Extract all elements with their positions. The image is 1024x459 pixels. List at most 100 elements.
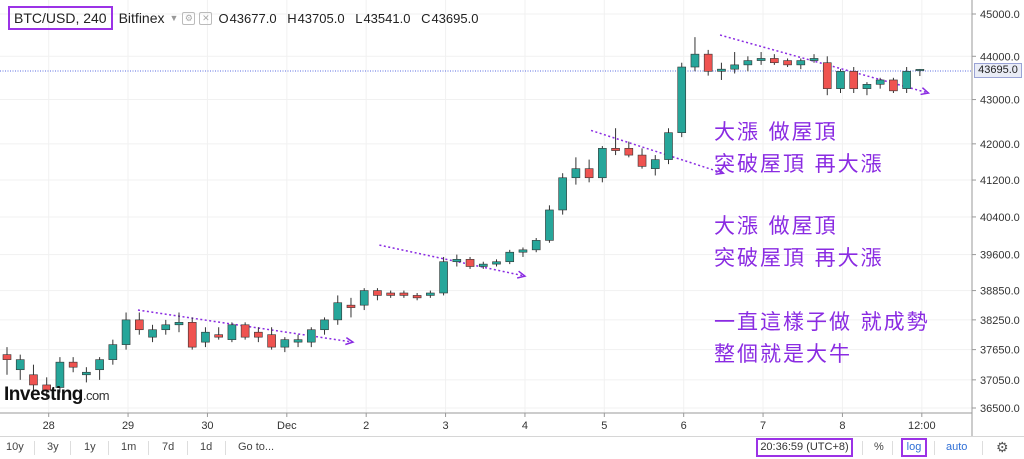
candle — [717, 62, 726, 80]
trendline — [379, 244, 526, 277]
candle — [399, 290, 409, 298]
candle — [82, 367, 91, 383]
candle — [492, 259, 501, 267]
range-7d[interactable]: 7d — [162, 441, 175, 453]
trendline-arrowhead — [345, 337, 355, 346]
close-icon[interactable]: ✕ — [199, 11, 213, 25]
candle — [915, 68, 925, 77]
candle-body-down — [849, 71, 859, 89]
candle-body-up — [320, 319, 329, 331]
log-toggle[interactable]: log — [901, 438, 927, 457]
candle-body-up — [677, 66, 687, 133]
percent-toggle[interactable]: % — [874, 441, 884, 453]
candle-body-down — [584, 168, 594, 179]
candle — [783, 58, 792, 68]
candle-body-down — [267, 334, 276, 348]
current-price-tag: 43695.0 — [974, 63, 1022, 78]
candle — [386, 290, 395, 298]
candle — [611, 128, 620, 156]
price-chart[interactable]: 45000.0 44000.0 43000.0 42000.0 41200.0 40400… — [0, 0, 1024, 436]
goto-button[interactable]: Go to... — [238, 441, 275, 453]
candle — [836, 69, 845, 94]
candle-body-down — [254, 331, 263, 338]
y-tick-label: 44000.0 — [980, 51, 1020, 63]
y-tick-label: 40400.0 — [980, 212, 1020, 224]
candle-body-up — [492, 261, 501, 265]
candle-body-up — [148, 329, 157, 338]
candle-body-down — [2, 354, 12, 360]
candle-body-down — [822, 62, 832, 89]
candle-body-up — [571, 168, 581, 179]
clock-time: 20:36:59 — [760, 441, 804, 453]
candle-body-up — [55, 361, 65, 388]
candle — [412, 292, 422, 301]
x-tick-label: 28 — [43, 420, 55, 432]
clock-tz: (UTC+8) — [806, 441, 849, 453]
candle-body-down — [889, 79, 898, 92]
ohlc-close-key: C — [421, 10, 431, 26]
candle — [121, 312, 131, 350]
candle — [690, 37, 700, 72]
candle — [108, 339, 118, 365]
candle-body-up — [598, 148, 607, 179]
candle — [267, 327, 276, 350]
range-1d[interactable]: 1d — [200, 441, 213, 453]
candle-body-down — [624, 148, 634, 156]
candle-body-up — [201, 331, 210, 343]
candle-body-up — [518, 249, 528, 253]
gear-icon[interactable]: ⚙ — [996, 439, 1009, 455]
chevron-down-icon[interactable]: ▼ — [169, 13, 179, 23]
range-1m[interactable]: 1m — [121, 441, 137, 453]
symbol-label[interactable]: BTC/USD, 240 — [8, 6, 113, 30]
auto-toggle[interactable]: auto — [946, 441, 968, 453]
candle-body-down — [68, 361, 78, 368]
ohlc-high-value: 43705.0 — [297, 10, 345, 26]
candle — [320, 317, 329, 335]
range-3y[interactable]: 3y — [47, 441, 59, 453]
candle-body-down — [373, 290, 382, 296]
annotation-block1-line2: 突破屋頂 再大漲 — [714, 152, 884, 176]
settings-icon[interactable]: ⚙ — [182, 11, 196, 25]
candle-body-up — [227, 324, 237, 340]
candle — [465, 256, 475, 269]
candle-body-up — [452, 259, 462, 263]
candle-body-down — [187, 322, 197, 348]
candle — [571, 157, 581, 185]
candle — [148, 324, 157, 343]
annotation-block2-line2: 突破屋頂 再大漲 — [714, 246, 884, 270]
x-tick-label: 6 — [681, 420, 687, 432]
ohlc-open-value: 43677.0 — [229, 10, 277, 26]
candle-body-down — [214, 334, 223, 338]
range-10y[interactable]: 10y — [6, 441, 24, 453]
candle — [770, 54, 779, 65]
candle-body-up — [717, 68, 726, 72]
y-tick-label: 38850.0 — [980, 286, 1020, 298]
candle-body-down — [465, 259, 475, 267]
candle-body-down — [346, 304, 356, 308]
candle-body-up — [359, 290, 369, 306]
candle — [545, 205, 554, 243]
range-1y[interactable]: 1y — [84, 441, 96, 453]
trendlines — [137, 34, 931, 346]
investing-logo: Investing.com — [4, 384, 110, 406]
candle-body-down — [399, 292, 409, 296]
x-tick-label: 3 — [443, 420, 449, 432]
candle-body-down — [412, 295, 422, 299]
candle — [598, 146, 607, 183]
candle-body-down — [770, 58, 779, 64]
candle — [862, 82, 872, 96]
y-tick-label: 38250.0 — [980, 315, 1020, 327]
candle — [703, 49, 713, 76]
candle-body-up — [796, 60, 806, 66]
logo-main: Investing — [4, 384, 83, 405]
candle-body-up — [426, 292, 435, 296]
x-tick-label: 7 — [760, 420, 766, 432]
candle — [478, 261, 488, 269]
y-tick-label: 37650.0 — [980, 345, 1020, 357]
candle-body-up — [756, 58, 766, 61]
x-tick-label: 2 — [363, 420, 369, 432]
candle-body-up — [730, 64, 739, 70]
annotation-block3-line1: 一直這樣子做 就成勢 — [714, 310, 930, 334]
candle — [254, 327, 263, 343]
clock-readout: 20:36:59 (UTC+8) — [756, 438, 853, 457]
